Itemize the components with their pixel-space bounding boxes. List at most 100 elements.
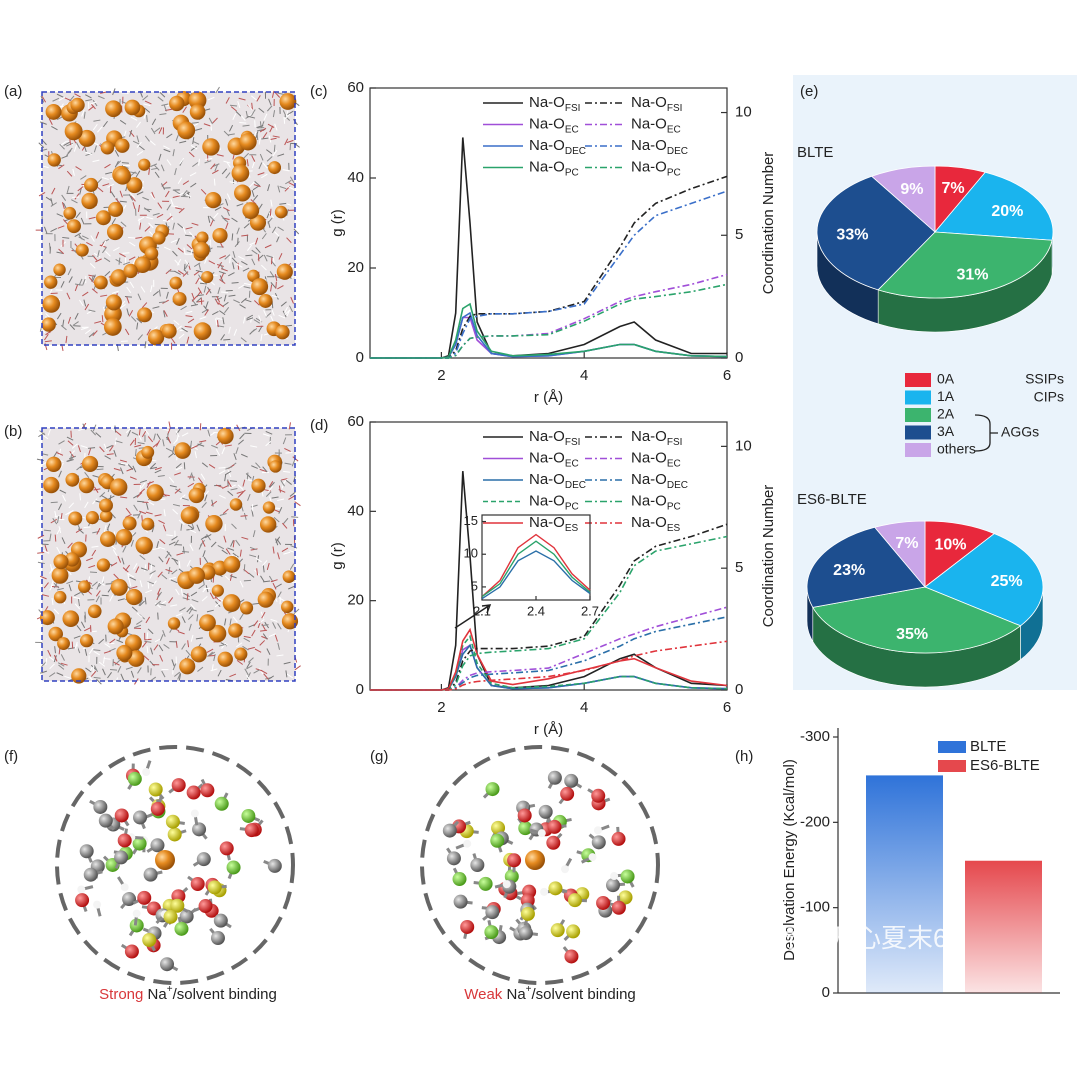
molecules [55, 745, 660, 985]
atom [547, 770, 562, 785]
molecule-stick [293, 608, 300, 615]
bar [866, 775, 943, 993]
atom [490, 833, 505, 848]
molecule-stick [146, 115, 148, 123]
molecule-stick [203, 123, 211, 127]
molecule-stick [151, 191, 155, 199]
molecule-stick [60, 512, 63, 521]
molecule-stick [210, 500, 218, 506]
legend-subscript: EC [667, 459, 681, 470]
molecule-stick [74, 93, 81, 98]
na-ion [280, 600, 294, 614]
molecule-stick [201, 462, 209, 468]
molecule-stick [224, 254, 231, 260]
y2-tick-label: 5 [735, 226, 743, 243]
legend-entry: ES6-BLTE [970, 757, 1040, 774]
molecule-stick [62, 319, 65, 327]
molecule-stick [109, 445, 114, 452]
molecule-stick [77, 599, 81, 607]
molecule-stick [279, 202, 287, 205]
molecule-stick [280, 301, 287, 307]
molecule-stick [81, 326, 89, 330]
legend-subscript: FSI [667, 103, 683, 114]
molecule-stick [95, 595, 100, 603]
molecule-stick [271, 294, 279, 298]
molecule-stick [130, 116, 138, 121]
atom [142, 767, 151, 776]
molecule-stick [56, 312, 62, 320]
molecule-stick [251, 109, 256, 116]
molecule-stick [258, 107, 265, 113]
atom [210, 931, 225, 946]
molecule-stick [179, 140, 187, 144]
atom [605, 878, 620, 893]
molecule-stick [213, 178, 216, 186]
molecule-stick [101, 315, 104, 323]
molecule-stick [253, 620, 259, 627]
molecule-stick [92, 123, 98, 131]
molecule-stick [182, 226, 187, 234]
na-ion [144, 246, 159, 261]
legend-subscript: EC [565, 125, 579, 136]
na-ion [217, 427, 234, 445]
na-ion [93, 275, 108, 290]
molecule-stick [162, 524, 167, 532]
na-ion [106, 223, 124, 241]
box-edge [41, 427, 296, 682]
atom [93, 900, 102, 909]
molecule-stick [97, 250, 100, 258]
molecule-stick [84, 648, 88, 656]
molecule-stick [232, 113, 237, 121]
molecule-stick [48, 656, 56, 662]
molecule-stick [239, 433, 245, 440]
series-line [370, 316, 728, 359]
molecule-stick [198, 262, 201, 270]
molecule-stick [130, 539, 134, 547]
na-ion [188, 567, 206, 584]
molecule-stick [265, 431, 273, 435]
molecule-stick [135, 236, 143, 239]
molecule-stick [225, 548, 231, 555]
molecule-stick [107, 672, 112, 679]
molecule-stick [61, 202, 65, 210]
molecule-stick [175, 207, 183, 210]
molecule-stick [252, 185, 260, 191]
na-ion [134, 256, 151, 274]
molecule-stick [103, 524, 107, 532]
molecule-stick [214, 298, 219, 305]
molecule-stick [282, 522, 288, 529]
molecule-stick [185, 315, 193, 318]
molecule-stick [283, 116, 286, 124]
legend-entry: Na-OEC [631, 449, 681, 469]
molecule-stick [185, 234, 193, 237]
molecule-stick [59, 462, 64, 470]
molecule-stick [246, 675, 252, 682]
molecule-stick [129, 476, 137, 480]
molecule-stick [245, 473, 252, 479]
molecule-stick [145, 502, 149, 510]
na-ion [107, 618, 124, 635]
x-tick-label: 6 [723, 699, 731, 716]
molecule-stick [140, 479, 147, 484]
molecule-stick [67, 647, 75, 650]
molecule-stick [229, 573, 233, 581]
molecule-stick [77, 445, 81, 453]
atom [537, 829, 546, 838]
pie-value-label: 10% [935, 536, 967, 553]
molecule-stick [110, 562, 118, 567]
legend-subscript: PC [667, 168, 681, 179]
molecule-stick [60, 654, 65, 661]
molecule-stick [89, 263, 96, 269]
molecule-stick [199, 316, 207, 320]
molecule-stick [93, 119, 101, 122]
molecule-stick [203, 490, 210, 497]
molecule-stick [232, 616, 238, 623]
molecule-stick [147, 581, 150, 589]
molecule-stick [180, 523, 183, 531]
molecule-stick [102, 183, 110, 187]
atom [196, 852, 211, 867]
molecule-stick [171, 205, 179, 208]
molecule-stick [260, 333, 263, 341]
molecule-stick [86, 557, 93, 562]
molecule-stick [192, 162, 199, 168]
